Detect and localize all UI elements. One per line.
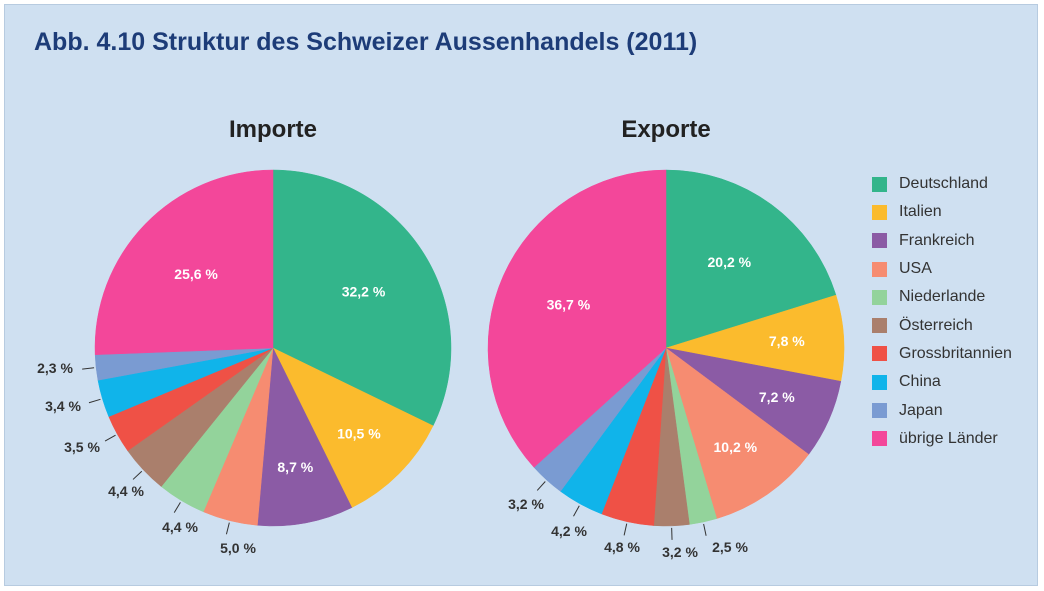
- pie-title: Importe: [229, 116, 317, 143]
- slice-label: 36,7 %: [547, 297, 591, 313]
- slice-label: 7,8 %: [769, 333, 805, 349]
- legend-swatch: [872, 233, 887, 249]
- legend-swatch: [872, 346, 887, 362]
- slice-label: 3,4 %: [45, 398, 81, 414]
- label-leader-line: [132, 470, 143, 480]
- legend-label: übrige Länder: [899, 429, 998, 447]
- legend-label: Niederlande: [899, 288, 986, 306]
- slice-label: 8,7 %: [277, 459, 313, 475]
- pie-slice: [272, 169, 452, 427]
- legend-swatch: [872, 318, 887, 334]
- legend-label: Österreich: [899, 316, 973, 334]
- slice-label: 4,8 %: [604, 539, 640, 555]
- legend-swatch: [872, 261, 887, 277]
- pie-0: Importe 32,2 % 10,5 % 8,7 % 5,0 % 4,4 % 4,4 % 3…: [37, 116, 452, 556]
- pie-slice: [94, 169, 274, 355]
- slice-label: 25,6 %: [174, 266, 218, 282]
- legend-label: Italien: [899, 203, 942, 221]
- slice-label: 3,5 %: [64, 439, 100, 455]
- label-leader-line: [225, 522, 230, 535]
- slice-label: 32,2 %: [342, 283, 386, 299]
- pie-slice: [665, 169, 837, 349]
- slice-label: 3,2 %: [662, 544, 698, 560]
- legend-label: USA: [899, 260, 932, 278]
- slice-label: 3,2 %: [508, 496, 544, 512]
- pie-slice: [257, 347, 353, 527]
- slice-label: 2,3 %: [37, 360, 73, 376]
- legend-item: übrige Länder: [872, 425, 1032, 453]
- legend-item: USA: [872, 255, 1032, 283]
- legend-item: Deutschland: [872, 170, 1032, 198]
- legend-swatch: [872, 374, 887, 390]
- label-leader-line: [88, 398, 101, 404]
- legend-item: Österreich: [872, 311, 1032, 339]
- slice-label: 4,2 %: [551, 523, 587, 539]
- legend-label: Japan: [899, 401, 943, 419]
- slice-label: 4,4 %: [108, 483, 144, 499]
- legend-swatch: [872, 431, 887, 447]
- pie-slice: [665, 347, 810, 519]
- chart-legend: Deutschland Italien Frankreich USA Niederlan…: [872, 170, 1032, 453]
- legend-item: Grossbritannien: [872, 340, 1032, 368]
- label-leader-line: [573, 505, 580, 517]
- label-leader-line: [173, 502, 181, 513]
- slice-label: 5,0 %: [220, 540, 256, 556]
- legend-swatch: [872, 289, 887, 305]
- legend-item: Niederlande: [872, 283, 1032, 311]
- legend-label: Frankreich: [899, 231, 975, 249]
- slice-label: 10,2 %: [714, 439, 758, 455]
- legend-item: China: [872, 368, 1032, 396]
- figure-title: Abb. 4.10 Struktur des Schweizer Aussenh…: [34, 28, 698, 56]
- legend-item: Japan: [872, 396, 1032, 424]
- pie-title: Exporte: [621, 116, 710, 143]
- slice-label: 7,2 %: [759, 389, 795, 405]
- label-leader-line: [536, 481, 546, 491]
- legend-swatch: [872, 403, 887, 419]
- slice-label: 20,2 %: [708, 254, 752, 270]
- legend-label: China: [899, 373, 941, 391]
- legend-item: Italien: [872, 198, 1032, 226]
- legend-label: Grossbritannien: [899, 344, 1012, 362]
- label-leader-line: [82, 367, 95, 370]
- legend-label: Deutschland: [899, 175, 988, 193]
- legend-swatch: [872, 204, 887, 220]
- label-leader-line: [104, 434, 116, 442]
- slice-label: 4,4 %: [162, 519, 198, 535]
- slice-label: 2,5 %: [712, 539, 748, 555]
- pie-1: Exporte 20,2 % 7,8 % 7,2 % 10,2 % 2,5 % 3,2 % 4…: [487, 116, 845, 560]
- label-leader-line: [623, 523, 628, 536]
- pie-slice: [487, 169, 667, 468]
- legend-swatch: [872, 176, 887, 192]
- slice-label: 10,5 %: [337, 425, 381, 441]
- legend-item: Frankreich: [872, 227, 1032, 255]
- pie-slice: [272, 347, 434, 508]
- label-leader-line: [703, 523, 707, 536]
